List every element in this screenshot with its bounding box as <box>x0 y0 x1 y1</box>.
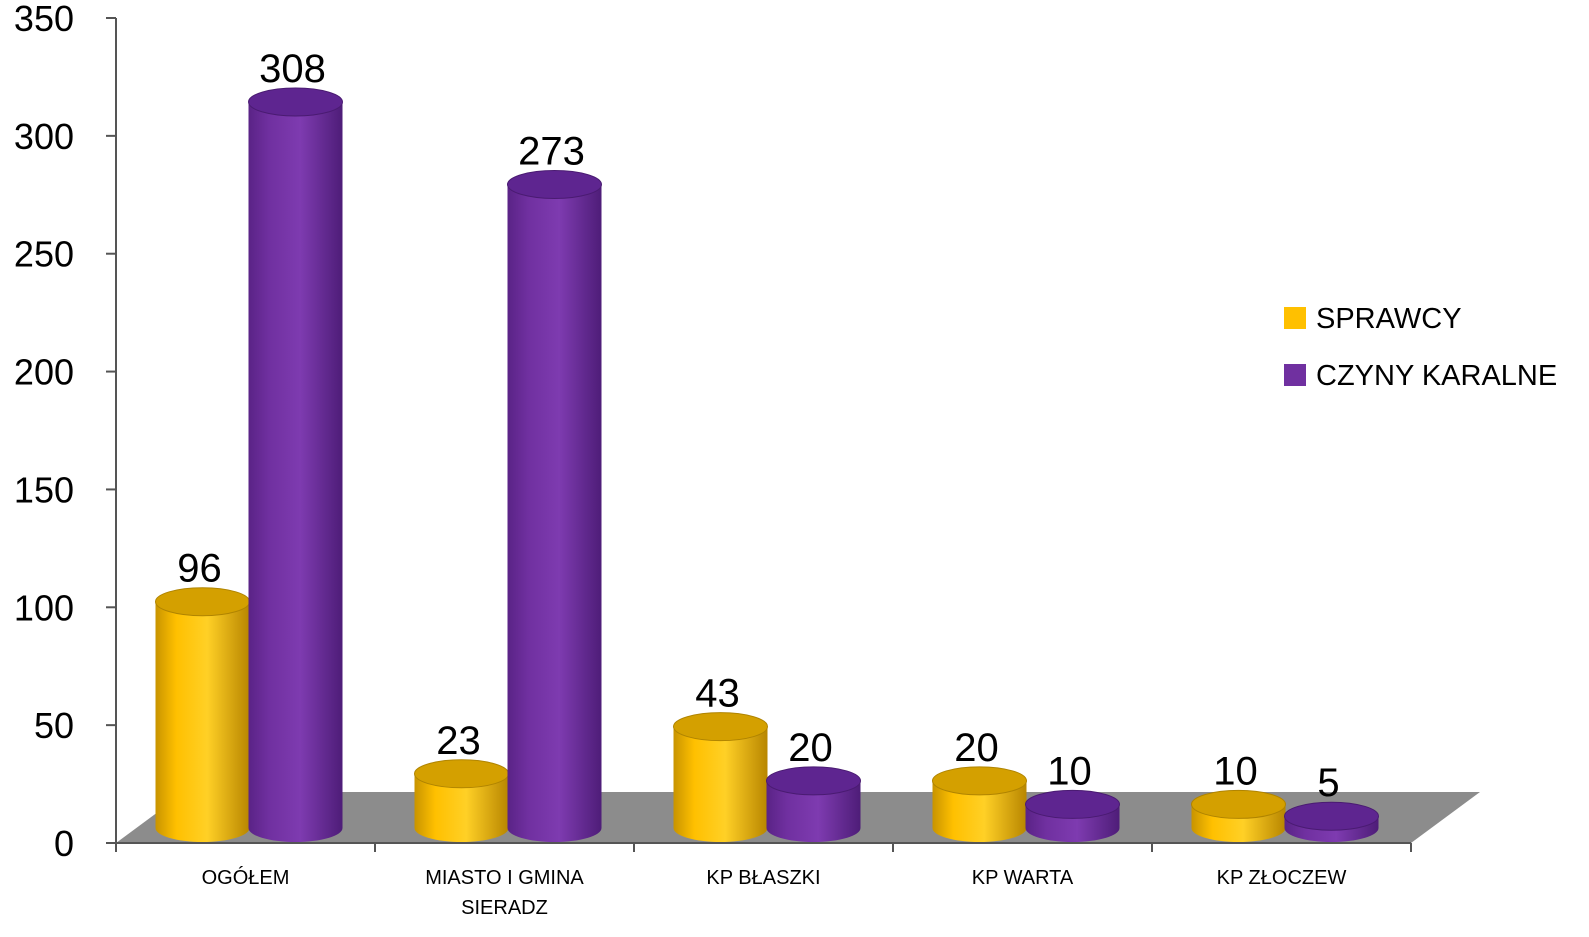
bar-top <box>248 87 343 117</box>
bar-body <box>248 102 343 843</box>
data-label: 96 <box>177 547 222 591</box>
bar <box>766 766 861 843</box>
y-tick-label: 0 <box>54 823 74 864</box>
x-category-label: OGÓŁEM <box>202 866 290 889</box>
bar <box>155 587 250 842</box>
data-label: 5 <box>1317 761 1339 805</box>
legend-swatch <box>1284 364 1306 386</box>
bar-top <box>1284 801 1379 831</box>
bar-top <box>414 759 509 789</box>
legend-label: CZYNY KARALNE <box>1316 360 1557 392</box>
y-tick-label: 300 <box>14 116 74 157</box>
legend-entry: SPRAWCY <box>1284 303 1462 335</box>
bar-body <box>414 773 509 843</box>
bar-body <box>766 780 861 843</box>
data-label: 20 <box>788 726 833 770</box>
x-category-label: KP BŁASZKI <box>706 867 820 889</box>
data-label: 20 <box>954 726 999 770</box>
x-category-label: KP WARTA <box>972 867 1074 889</box>
bar <box>1284 801 1379 843</box>
data-label: 308 <box>259 47 326 91</box>
y-tick-label: 50 <box>34 705 74 746</box>
bar <box>1191 789 1286 843</box>
data-label: 10 <box>1047 749 1092 793</box>
bar <box>248 87 343 843</box>
y-tick-label: 100 <box>14 587 74 628</box>
y-tick-label: 150 <box>14 469 74 510</box>
legend-entry: CZYNY KARALNE <box>1284 360 1557 392</box>
bar-top <box>673 712 768 742</box>
bar <box>1025 789 1120 843</box>
bar-body <box>932 780 1027 843</box>
bar-top <box>1191 789 1286 819</box>
legend-label: SPRAWCY <box>1316 303 1462 335</box>
bar-top <box>1025 789 1120 819</box>
bar-top <box>155 587 250 617</box>
y-tick-label: 350 <box>14 0 74 39</box>
data-label: 10 <box>1213 749 1258 793</box>
legend-swatch <box>1284 307 1306 329</box>
bar <box>673 712 768 842</box>
x-category-label: MIASTO I GMINA SIERADZ <box>425 867 584 919</box>
bar <box>507 170 602 843</box>
bar-top <box>766 766 861 796</box>
data-label: 43 <box>695 672 740 716</box>
bar <box>932 766 1027 843</box>
y-tick-label: 250 <box>14 234 74 275</box>
data-label: 273 <box>518 130 585 174</box>
bar-top <box>507 170 602 199</box>
bar-top <box>932 766 1027 796</box>
bar-body <box>155 601 250 842</box>
x-category-label: KP ZŁOCZEW <box>1217 867 1347 889</box>
data-label: 23 <box>436 719 481 763</box>
bar-body <box>507 184 602 843</box>
y-tick-label: 200 <box>14 352 74 393</box>
bar-body <box>673 726 768 842</box>
bar <box>414 759 509 843</box>
